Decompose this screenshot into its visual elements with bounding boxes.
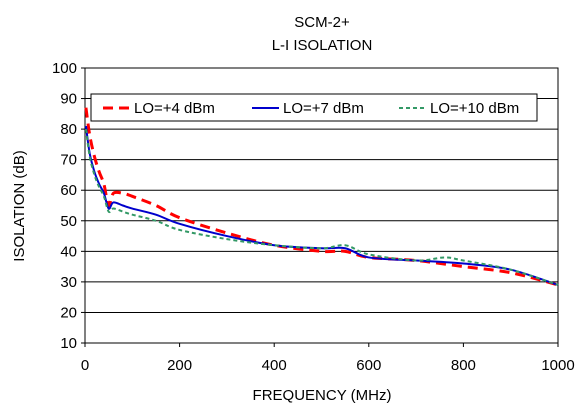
y-tick-label: 80 — [60, 121, 77, 138]
y-axis: 10 20 30 40 50 60 70 80 90 100 — [52, 60, 85, 352]
series-line-2 — [84, 125, 559, 286]
x-tick-label: 1000 — [541, 357, 574, 374]
y-tick-label: 50 — [60, 213, 77, 230]
chart-subtitle: L-I ISOLATION — [272, 37, 373, 54]
y-tick-label: 10 — [60, 335, 77, 352]
chart-title: SCM-2+ — [294, 14, 350, 31]
y-axis-label: ISOLATION (dB) — [11, 150, 28, 261]
series-group — [84, 107, 559, 287]
y-tick-label: 70 — [60, 152, 77, 169]
y-tick-label: 100 — [52, 60, 77, 77]
legend-label-3: LO=+10 dBm — [430, 100, 519, 117]
legend: LO=+4 dBm LO=+7 dBm LO=+10 dBm — [90, 93, 538, 122]
y-tick-label: 90 — [60, 91, 77, 108]
legend-box — [90, 93, 538, 122]
legend-label-1: LO=+4 dBm — [134, 100, 215, 117]
x-tick-label: 800 — [451, 357, 476, 374]
x-tick-label: 200 — [167, 357, 192, 374]
y-tick-label: 60 — [60, 182, 77, 199]
legend-label-2: LO=+7 dBm — [283, 100, 364, 117]
plot-frame — [84, 67, 559, 344]
y-tick-label: 20 — [60, 304, 77, 321]
y-tick-label: 30 — [60, 274, 77, 291]
series-line-1 — [84, 107, 559, 287]
x-tick-label: 600 — [356, 357, 381, 374]
x-axis-label: FREQUENCY (MHz) — [253, 387, 392, 404]
x-axis: 0 200 400 600 800 1000 — [81, 343, 575, 374]
y-tick-label: 40 — [60, 243, 77, 260]
series-line-3 — [84, 128, 559, 286]
x-tick-label: 400 — [262, 357, 287, 374]
x-tick-label: 0 — [81, 357, 89, 374]
